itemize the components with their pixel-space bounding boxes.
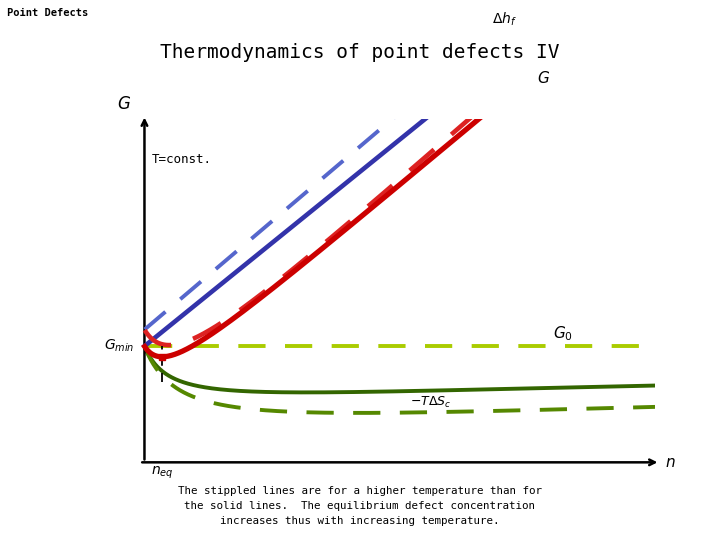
Text: T=const.: T=const. xyxy=(152,153,212,166)
Text: G: G xyxy=(538,71,549,85)
Text: $-T\Delta S_c$: $-T\Delta S_c$ xyxy=(410,395,451,410)
Text: Point Defects: Point Defects xyxy=(7,8,89,18)
Text: n: n xyxy=(665,455,675,470)
Text: $G_0$: $G_0$ xyxy=(553,324,573,343)
Text: $n_{eq}$: $n_{eq}$ xyxy=(150,464,174,481)
Text: $G_{min}$: $G_{min}$ xyxy=(104,338,134,354)
Text: $\Delta h_f$: $\Delta h_f$ xyxy=(492,10,517,28)
Text: G: G xyxy=(117,94,130,113)
Text: Thermodynamics of point defects IV: Thermodynamics of point defects IV xyxy=(161,43,559,62)
Text: The stippled lines are for a higher temperature than for
the solid lines.  The e: The stippled lines are for a higher temp… xyxy=(178,486,542,525)
